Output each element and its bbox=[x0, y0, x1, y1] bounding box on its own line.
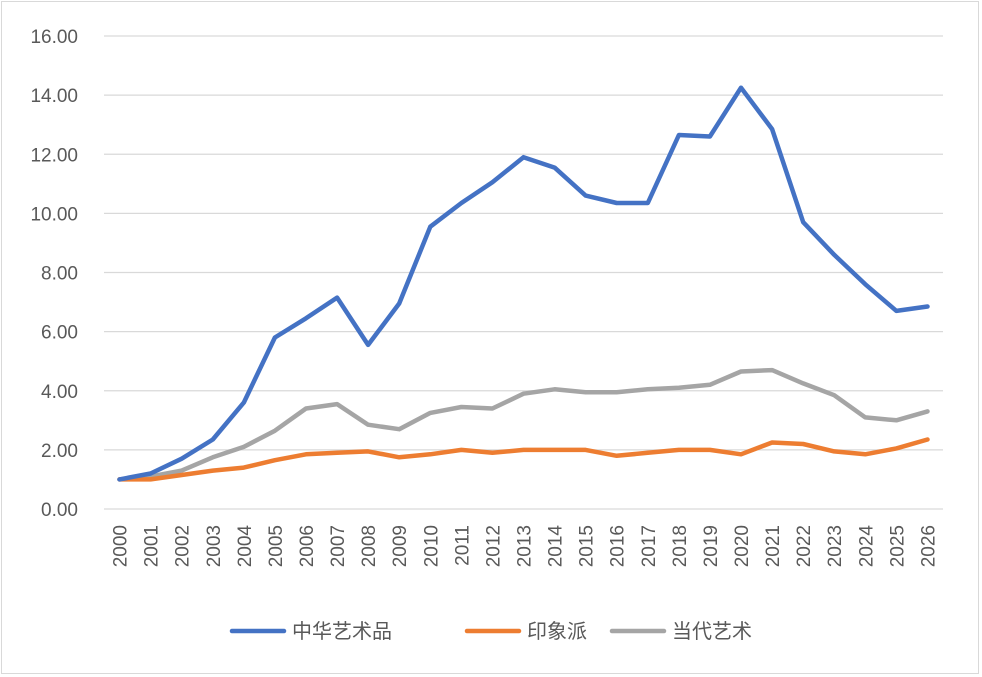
x-tick-label: 2016 bbox=[608, 525, 629, 567]
x-tick-label: 2024 bbox=[856, 525, 877, 568]
x-tick-label: 2011 bbox=[452, 525, 473, 566]
x-tick-label: 2019 bbox=[701, 525, 722, 567]
series-line bbox=[117, 437, 930, 482]
x-tick-label: 2005 bbox=[266, 525, 287, 567]
series-lines bbox=[117, 85, 930, 482]
x-tick-label: 2018 bbox=[670, 525, 691, 567]
y-tick-label: 2.00 bbox=[41, 441, 78, 462]
x-tick-label: 2000 bbox=[111, 525, 132, 567]
x-tick-label: 2021 bbox=[763, 525, 784, 567]
legend-label: 印象派 bbox=[527, 619, 587, 643]
series-line bbox=[117, 367, 930, 482]
x-axis-ticks: 2000 2001 2002 2003 2004 2005 2006 2007 2008 2009… bbox=[111, 525, 940, 568]
y-tick-label: 12.00 bbox=[30, 145, 78, 166]
x-tick-label: 2001 bbox=[142, 525, 163, 567]
x-tick-label: 2010 bbox=[421, 525, 442, 567]
x-tick-label: 2017 bbox=[639, 525, 660, 567]
gridlines bbox=[104, 35, 943, 510]
series-line bbox=[117, 85, 930, 482]
legend: 中华艺术品 印象派 当代艺术 bbox=[229, 619, 752, 643]
x-tick-label: 2008 bbox=[359, 525, 380, 567]
x-tick-label: 2026 bbox=[918, 525, 939, 567]
y-tick-label: 6.00 bbox=[41, 323, 78, 344]
y-tick-label: 14.00 bbox=[30, 86, 78, 107]
x-tick-label: 2012 bbox=[483, 525, 504, 567]
y-axis-ticks: 0.00 2.00 4.00 6.00 8.00 10.00 12.00 14.00 16.00 bbox=[30, 27, 78, 521]
legend-label: 中华艺术品 bbox=[292, 619, 392, 643]
x-tick-label: 2023 bbox=[825, 525, 846, 567]
x-tick-label: 2004 bbox=[235, 525, 256, 568]
y-tick-label: 4.00 bbox=[41, 382, 78, 403]
x-tick-label: 2014 bbox=[546, 525, 567, 568]
x-tick-label: 2003 bbox=[204, 525, 225, 567]
y-tick-label: 16.00 bbox=[30, 27, 78, 48]
x-tick-label: 2007 bbox=[328, 525, 349, 567]
x-tick-label: 2009 bbox=[390, 525, 411, 567]
y-tick-label: 10.00 bbox=[30, 204, 78, 225]
y-tick-label: 8.00 bbox=[41, 264, 78, 285]
x-tick-label: 2006 bbox=[297, 525, 318, 567]
legend-label: 当代艺术 bbox=[672, 619, 752, 643]
x-tick-label: 2002 bbox=[173, 525, 194, 567]
y-tick-label: 0.00 bbox=[41, 500, 78, 521]
x-tick-label: 2022 bbox=[794, 525, 815, 567]
x-tick-label: 2015 bbox=[577, 525, 598, 567]
x-tick-label: 2020 bbox=[732, 525, 753, 567]
x-tick-label: 2025 bbox=[887, 525, 908, 567]
x-tick-label: 2013 bbox=[515, 525, 536, 567]
